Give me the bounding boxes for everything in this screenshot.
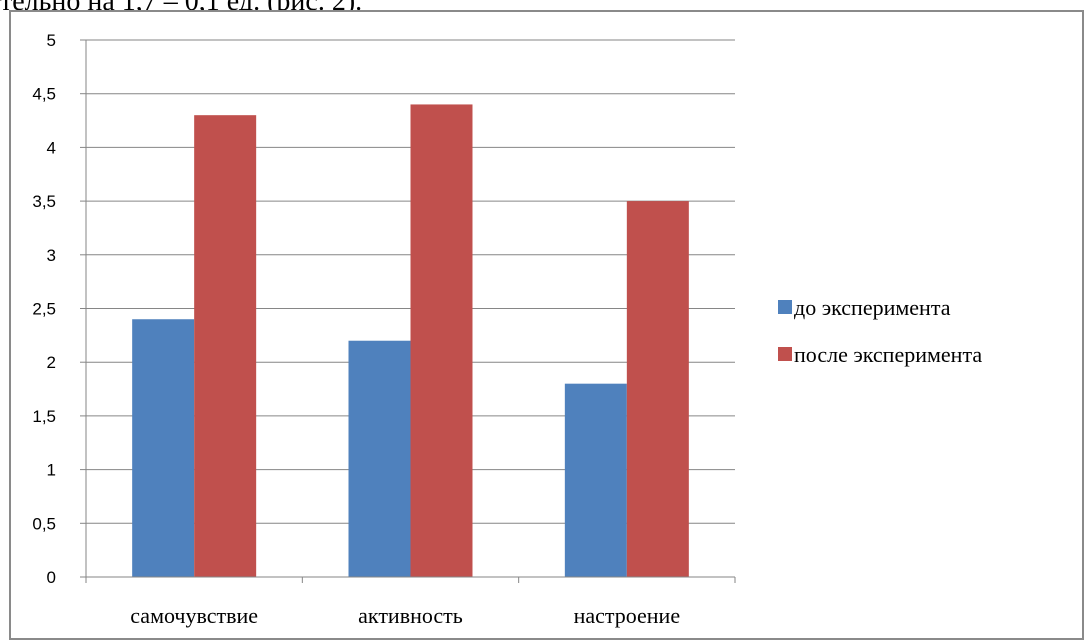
bar-before (132, 319, 195, 577)
legend-label: до эксперимента (794, 295, 951, 320)
category-labels: самочувствие активность настроение (130, 603, 680, 628)
y-tick-label: 4 (47, 138, 56, 157)
category-label: самочувствие (130, 603, 258, 628)
y-tick-label: 3,5 (32, 192, 56, 211)
legend: до эксперимента после эксперимента (778, 295, 982, 367)
legend-swatch (778, 300, 792, 314)
legend-swatch (778, 347, 792, 361)
bar-before (564, 383, 627, 577)
y-tick-label: 4,5 (32, 85, 56, 104)
y-tick-label: 2 (47, 353, 56, 372)
y-tick-label: 0 (47, 568, 56, 587)
y-tick-labels: 0 0,5 1 1,5 2 2,5 3 3,5 4 4,5 5 (32, 31, 56, 587)
y-tick-label: 3 (47, 246, 56, 265)
bar-after (626, 201, 689, 577)
y-tick-label: 2,5 (32, 300, 56, 319)
category-label: активность (358, 603, 463, 628)
bar-after (410, 104, 473, 577)
y-tick-label: 1 (47, 461, 56, 480)
y-tick-label: 1,5 (32, 407, 56, 426)
bar-after (194, 115, 257, 578)
y-tick-label: 0,5 (32, 514, 56, 533)
category-label: настроение (574, 603, 681, 628)
y-tick-label: 5 (47, 31, 56, 50)
bar-before (348, 340, 411, 577)
legend-label: после эксперимента (794, 342, 982, 367)
axes (80, 39, 736, 583)
bars (132, 104, 689, 578)
